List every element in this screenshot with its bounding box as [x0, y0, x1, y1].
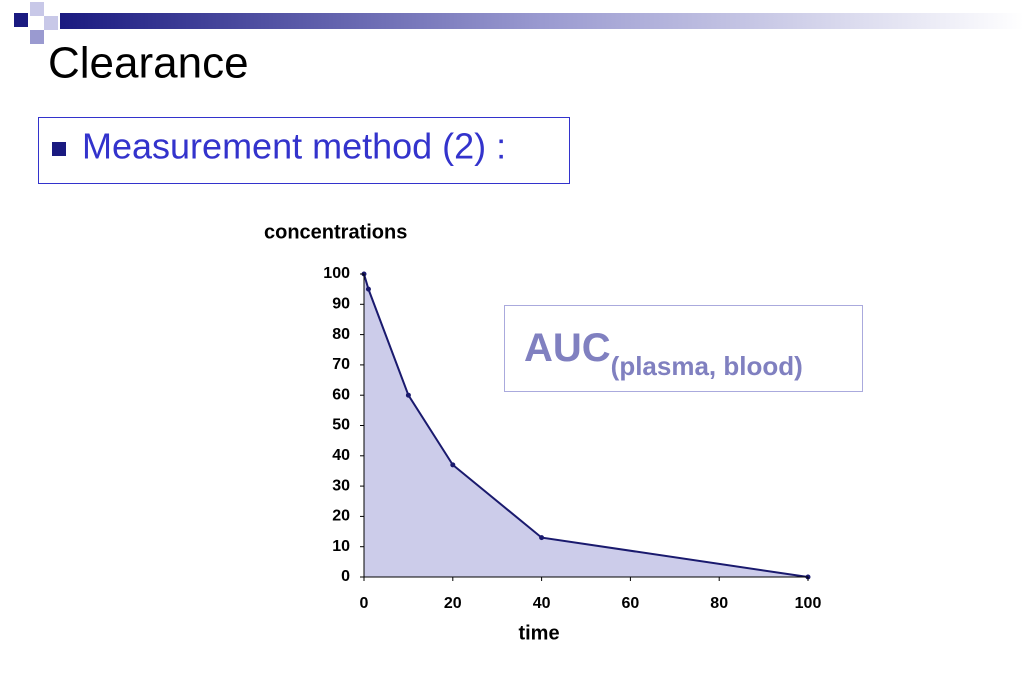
y-tick-label: 80 [332, 326, 350, 343]
point [365, 286, 371, 292]
area [364, 274, 808, 577]
annotation-subscript: (plasma, blood) [611, 351, 803, 381]
y-tick-label: 30 [332, 477, 350, 494]
y-axis-title: concentrations [264, 221, 407, 243]
y-tick-label: 0 [341, 568, 350, 585]
point [405, 392, 411, 398]
x-tick-label: 60 [622, 595, 640, 612]
bullet-marker [52, 142, 66, 156]
deco-square [14, 13, 28, 27]
deco-square [30, 2, 44, 16]
bullet-box [38, 117, 570, 184]
annotation-box [504, 305, 863, 392]
slide-title: Clearance [48, 39, 249, 88]
x-tick-label: 80 [710, 595, 728, 612]
y-tick-label: 90 [332, 296, 350, 313]
x-tick-label: 100 [795, 595, 822, 612]
point [539, 535, 545, 541]
x-axis-title: time [518, 622, 559, 644]
y-tick-label: 20 [332, 508, 350, 525]
y-tick-label: 100 [323, 265, 350, 282]
header-bar [60, 13, 1024, 29]
deco-square [44, 16, 58, 30]
x-tick-label: 0 [360, 595, 369, 612]
annotation: AUC(plasma, blood) [524, 326, 803, 381]
x-tick-label: 20 [444, 595, 462, 612]
x-tick-label: 40 [533, 595, 551, 612]
y-tick-label: 40 [332, 447, 350, 464]
y-tick-label: 60 [332, 386, 350, 403]
y-tick-label: 10 [332, 538, 350, 555]
annotation-main: AUC [524, 326, 611, 370]
deco-square [30, 30, 44, 44]
bullet-text: Measurement method (2) : [82, 126, 506, 167]
point [450, 462, 456, 468]
line [363, 273, 809, 578]
y-tick-label: 70 [332, 356, 350, 373]
y-tick-label: 50 [332, 417, 350, 434]
